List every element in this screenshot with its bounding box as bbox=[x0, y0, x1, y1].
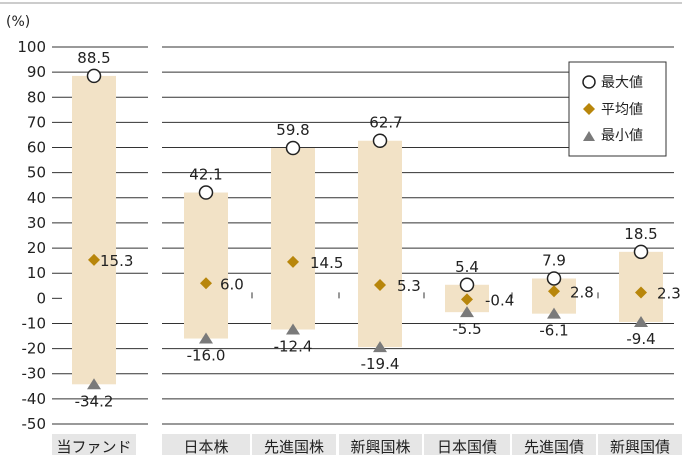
min-value-label: -5.5 bbox=[452, 320, 481, 338]
max-value-label: 18.5 bbox=[624, 225, 657, 243]
max-marker bbox=[86, 68, 102, 84]
range-bar bbox=[184, 192, 228, 339]
category-label: 日本株 bbox=[183, 438, 228, 455]
min-value-label: -16.0 bbox=[187, 347, 226, 365]
max-value-label: 42.1 bbox=[189, 166, 222, 184]
max-marker bbox=[459, 277, 475, 293]
category-label: 先進国債 bbox=[524, 438, 584, 455]
max-value-label: 59.8 bbox=[276, 121, 309, 139]
y-tick-label: 60 bbox=[27, 139, 46, 157]
y-tick-label: 30 bbox=[27, 214, 46, 232]
legend-avg-label: 平均値 bbox=[601, 102, 643, 118]
min-value-label: -19.4 bbox=[361, 355, 400, 373]
category-label-box bbox=[512, 434, 596, 455]
legend: 最大値 平均値 最小値 bbox=[568, 61, 667, 157]
avg-marker bbox=[374, 279, 386, 292]
avg-value-label: 2.3 bbox=[657, 285, 681, 303]
avg-value-label: 14.5 bbox=[310, 254, 343, 272]
max-value-label: 5.4 bbox=[455, 258, 479, 276]
avg-marker bbox=[88, 253, 100, 266]
legend-avg-icon bbox=[583, 103, 595, 115]
y-tick-label: 90 bbox=[27, 63, 46, 81]
category-label: 新興国株 bbox=[350, 438, 410, 455]
category-label-box bbox=[162, 434, 250, 455]
legend-max-label: 最大値 bbox=[601, 75, 643, 91]
y-tick-label: 20 bbox=[27, 239, 46, 257]
avg-marker bbox=[287, 255, 299, 268]
max-marker bbox=[285, 140, 301, 156]
y-tick-label: -50 bbox=[22, 415, 47, 433]
avg-marker bbox=[548, 285, 560, 298]
avg-value-label: -0.4 bbox=[485, 291, 514, 309]
y-unit-label: (%) bbox=[6, 14, 30, 30]
y-tick-label: 50 bbox=[27, 164, 46, 182]
category-label-box bbox=[252, 434, 336, 455]
min-marker bbox=[634, 315, 648, 327]
category-labels: 当ファンド 日本株 先進国株 新興国株 日本国債 先進国債 新興国債 bbox=[52, 434, 682, 455]
data-labels: 88.5 15.3 -34.2 42.1 6.0 -16.0 59.8 14.5 -12.4 62… bbox=[75, 49, 681, 410]
y-tick-label: 10 bbox=[27, 264, 46, 282]
max-marker bbox=[372, 133, 388, 148]
min-value-label: -9.4 bbox=[626, 330, 655, 348]
category-label: 日本国債 bbox=[437, 438, 497, 455]
avg-marker bbox=[461, 293, 473, 306]
legend-min-icon bbox=[583, 131, 595, 141]
markers bbox=[86, 68, 649, 390]
category-label: 先進国株 bbox=[264, 438, 324, 455]
category-label-box bbox=[339, 434, 422, 455]
max-marker bbox=[198, 185, 214, 200]
category-label-box bbox=[598, 434, 682, 455]
min-value-label: -12.4 bbox=[274, 337, 313, 355]
y-tick-label: -20 bbox=[22, 340, 47, 358]
category-label-box bbox=[52, 434, 136, 455]
min-marker bbox=[460, 306, 474, 318]
avg-marker bbox=[200, 277, 212, 290]
max-value-label: 88.5 bbox=[77, 49, 110, 67]
grid bbox=[52, 46, 674, 425]
y-tick-label: 80 bbox=[27, 88, 46, 106]
category-label: 当ファンド bbox=[56, 438, 131, 455]
legend-min-label: 最小値 bbox=[601, 128, 643, 144]
min-marker bbox=[87, 378, 101, 390]
max-value-label: 62.7 bbox=[369, 114, 402, 132]
y-tick-label: 70 bbox=[27, 113, 46, 131]
y-tick-label: 40 bbox=[27, 189, 46, 207]
y-tick-label: -40 bbox=[22, 390, 47, 408]
max-marker bbox=[633, 244, 649, 260]
range-bar bbox=[271, 148, 315, 330]
min-marker bbox=[286, 323, 300, 335]
category-label-box bbox=[424, 434, 510, 455]
min-marker bbox=[373, 341, 387, 353]
range-bars bbox=[72, 75, 663, 385]
max-value-label: 7.9 bbox=[542, 251, 566, 269]
avg-marker bbox=[635, 286, 647, 299]
y-tick-label: -10 bbox=[22, 314, 47, 332]
y-tick-label: 0 bbox=[36, 289, 46, 307]
min-marker bbox=[547, 307, 561, 319]
max-marker bbox=[546, 271, 562, 286]
avg-value-label: 15.3 bbox=[100, 252, 133, 270]
avg-value-label: 2.8 bbox=[570, 283, 594, 301]
avg-value-label: 6.0 bbox=[220, 275, 244, 293]
avg-value-label: 5.3 bbox=[397, 277, 421, 295]
legend-max-icon bbox=[582, 75, 596, 89]
range-bar bbox=[358, 140, 402, 348]
min-value-label: -34.2 bbox=[75, 392, 114, 410]
category-label: 新興国債 bbox=[610, 438, 670, 455]
y-tick-label: 100 bbox=[17, 38, 46, 56]
y-tick-label: -30 bbox=[22, 365, 47, 383]
min-marker bbox=[199, 332, 213, 344]
min-value-label: -6.1 bbox=[539, 322, 568, 340]
range-bar bbox=[72, 75, 116, 385]
